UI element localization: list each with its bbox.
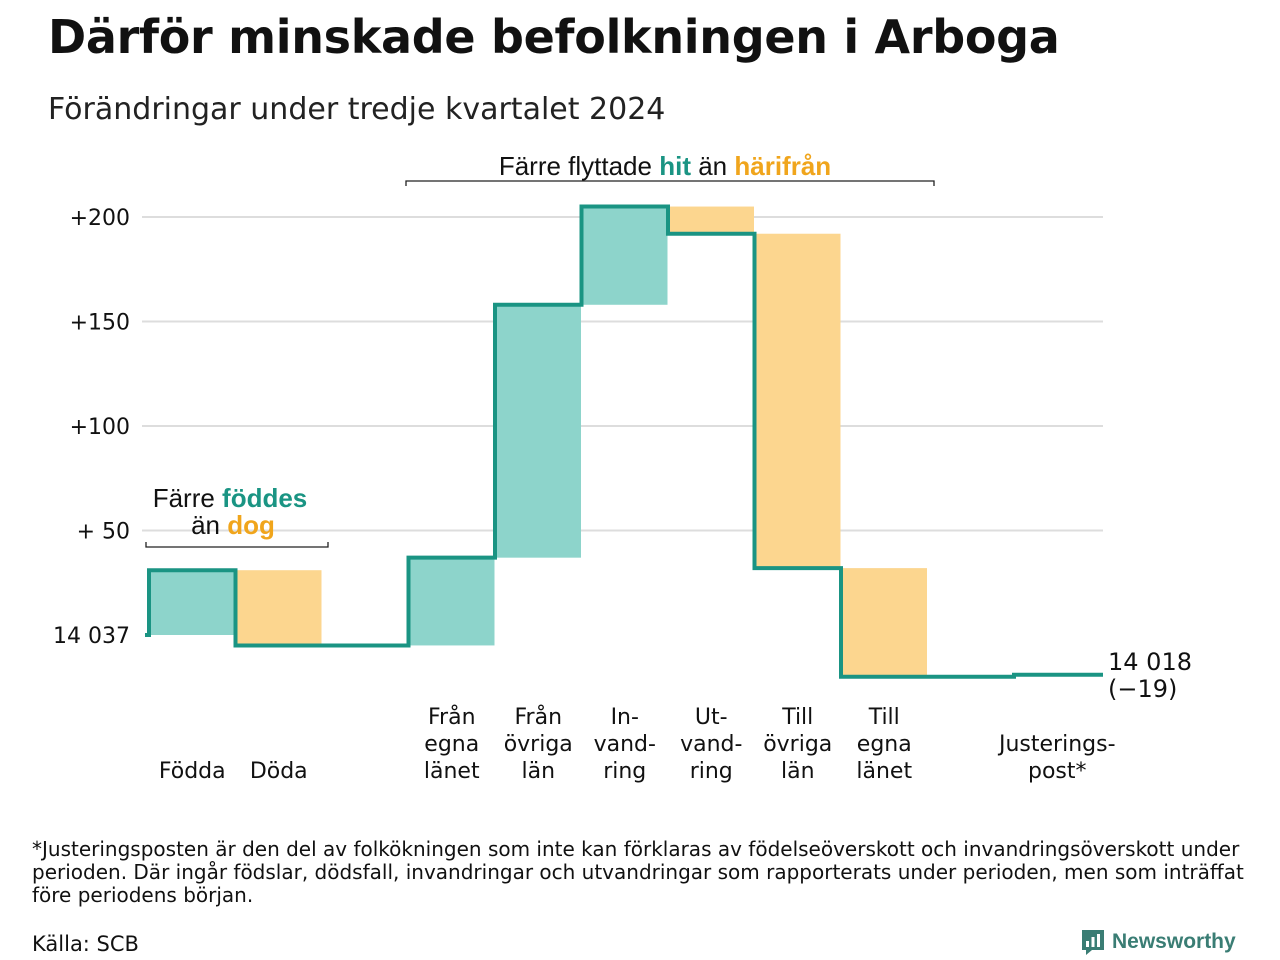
category-label-till_egna: länet xyxy=(856,759,912,784)
brand[interactable]: Newsworthy xyxy=(1080,928,1236,956)
category-label-utvandring: Ut- xyxy=(695,705,728,730)
source: Källa: SCB xyxy=(32,932,139,956)
chart-title: Därför minskade befolkningen i Arboga xyxy=(48,10,1060,64)
annotation-text: än xyxy=(191,510,227,540)
category-label-fran_egna: egna xyxy=(424,732,479,757)
bars xyxy=(151,206,927,677)
category-label-utvandring: vand- xyxy=(680,732,742,757)
annotation-highlight: härifrån xyxy=(734,151,831,181)
bar-fran_ovriga xyxy=(497,304,581,558)
bar-utvandring xyxy=(670,206,754,234)
category-label-fran_egna: länet xyxy=(424,759,480,784)
category-label-fran_egna: Från xyxy=(428,704,476,730)
chart-subtitle: Förändringar under tredje kvartalet 2024 xyxy=(48,92,666,127)
category-label-utvandring: ring xyxy=(690,759,733,784)
category-label-till_ovriga: Till xyxy=(781,705,813,730)
end-value-line: (−19) xyxy=(1108,675,1177,703)
category-label-doda: Döda xyxy=(250,759,308,784)
category-label-fodda: Födda xyxy=(159,759,226,784)
category-label-justering: Justerings- xyxy=(997,732,1116,757)
y-axis-labels: +200 +150 +100 + 50 14 037 xyxy=(53,206,130,649)
annotation-highlight: föddes xyxy=(222,483,307,513)
end-value-label: 14 018(−19) xyxy=(1108,648,1192,703)
annotation-highlight: hit xyxy=(659,151,691,181)
annotation-births-line2: än dog xyxy=(191,510,275,540)
y-tick-label: 14 037 xyxy=(53,624,130,649)
footnote: *Justeringsposten är den del av folkökni… xyxy=(32,837,1244,907)
end-value-line: 14 018 xyxy=(1108,648,1192,676)
bracket-births xyxy=(145,542,329,548)
category-label-justering: post* xyxy=(1028,759,1087,784)
running-total-line xyxy=(145,204,1103,679)
y-tick-label: +200 xyxy=(70,206,130,231)
annotation-moves: Färre flyttade hit än härifrån xyxy=(499,151,831,181)
brand-name: Newsworthy xyxy=(1112,930,1236,953)
category-label-fran_ovriga: Från xyxy=(514,704,562,730)
bar-fodda xyxy=(151,570,235,635)
bar-doda xyxy=(237,570,322,646)
category-label-fran_ovriga: län xyxy=(521,759,555,784)
annotation-highlight: dog xyxy=(227,510,275,540)
y-tick-label: +100 xyxy=(70,415,130,440)
bar-till_ovriga xyxy=(756,233,841,569)
category-label-fran_ovriga: övriga xyxy=(504,732,573,757)
annotation-text: Färre flyttade xyxy=(499,151,659,181)
category-label-invandring: ring xyxy=(603,759,646,784)
annotation-births-line1: Färre föddes xyxy=(153,483,308,513)
category-label-till_ovriga: övriga xyxy=(763,732,832,757)
category-label-invandring: vand- xyxy=(594,732,656,757)
bar-invandring xyxy=(583,206,668,305)
category-label-till_ovriga: län xyxy=(781,759,815,784)
bar-till_egna xyxy=(843,568,927,677)
annotation-text: Färre xyxy=(153,483,222,513)
y-tick-label: +150 xyxy=(70,311,130,336)
bar-fran_egna xyxy=(410,557,495,646)
newsworthy-logo-icon xyxy=(1082,930,1104,955)
category-labels: Födda DödaFrånegnalänetFrånövrigalänIn-va… xyxy=(159,704,1116,784)
category-label-till_egna: egna xyxy=(857,732,912,757)
step-line xyxy=(145,204,1103,679)
bracket-moves xyxy=(405,180,935,186)
category-label-till_egna: Till xyxy=(868,705,900,730)
y-tick-label: + 50 xyxy=(77,520,130,545)
category-label-invandring: In- xyxy=(611,705,639,730)
annotation-text: än xyxy=(691,151,734,181)
